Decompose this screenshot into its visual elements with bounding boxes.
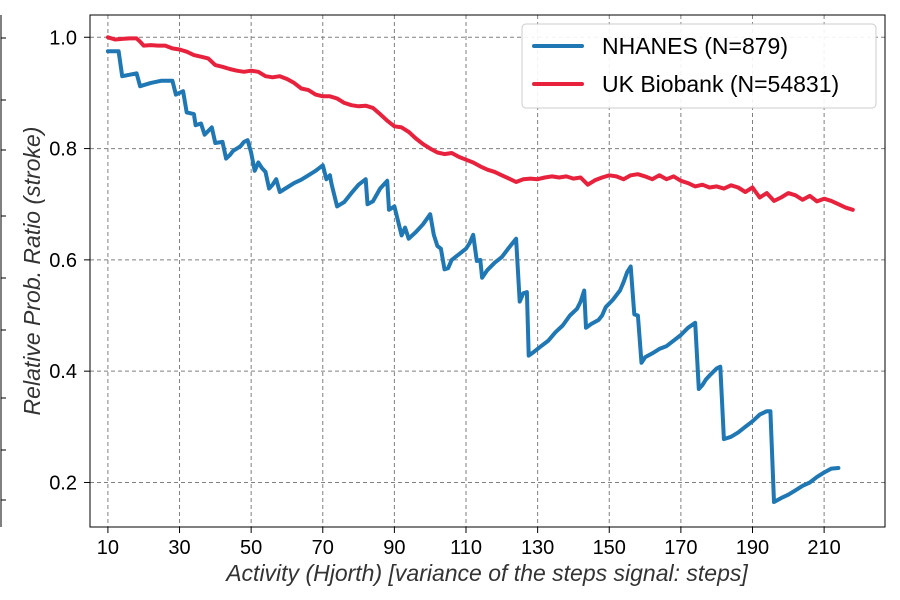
series-line-1 — [105, 35, 855, 212]
series-layer — [105, 35, 855, 504]
x-tick-label: 30 — [168, 537, 190, 559]
x-axis-title: Activity (Hjorth) [variance of the steps… — [224, 560, 748, 586]
x-tick-label: 130 — [521, 537, 554, 559]
y-tick-label: 1.0 — [49, 27, 77, 49]
x-tick-label: 90 — [383, 537, 405, 559]
legend-label-nhanes: NHANES (N=879) — [602, 33, 788, 59]
y-tick-label: 0.8 — [49, 139, 77, 161]
legend-box — [521, 23, 877, 109]
x-tick-label: 110 — [450, 537, 482, 559]
x-tick-label: 10 — [97, 537, 119, 559]
x-tick-label: 190 — [736, 537, 769, 559]
plot-frame — [89, 14, 886, 528]
x-tick-label: 70 — [312, 537, 334, 559]
x-tick-label: 170 — [664, 537, 697, 559]
y-tick-label: 0.2 — [49, 472, 77, 494]
series-line-0 — [105, 49, 841, 504]
y-tick-label: 0.6 — [49, 250, 77, 272]
x-tick-label: 210 — [807, 537, 840, 559]
x-tick-label: 50 — [240, 537, 262, 559]
y-tick-label: 0.4 — [49, 361, 77, 383]
legend: NHANES (N=879) UK Biobank (N=54831) — [521, 23, 877, 109]
left-edge-axis — [0, 15, 6, 527]
y-axis-title: Relative Prob. Ratio (stroke) — [19, 127, 45, 416]
x-tick-label: 150 — [593, 537, 626, 559]
legend-label-uk-biobank: UK Biobank (N=54831) — [602, 71, 839, 97]
axis-ticks: 10 30 50 70 90 110 130 150 170 190 210 0.2 0.4 0.6 0.8… — [49, 27, 841, 559]
